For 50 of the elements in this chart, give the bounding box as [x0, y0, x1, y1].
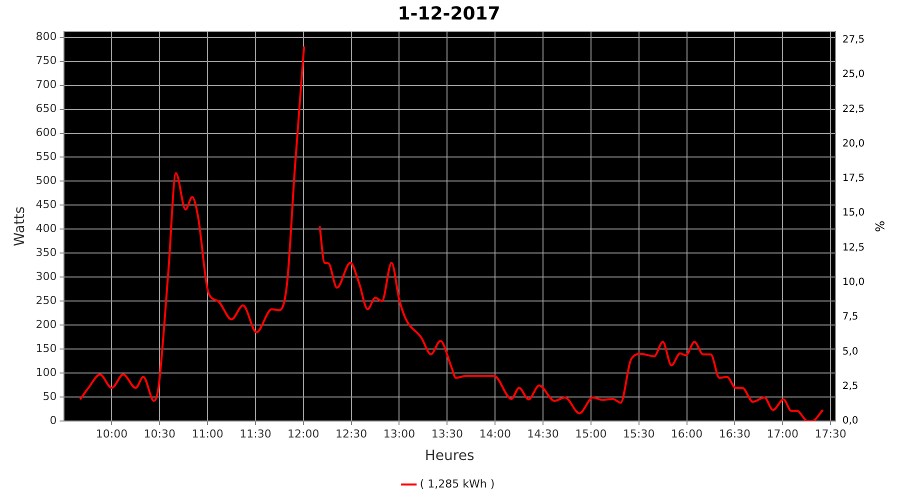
x-tick-label: 15:00: [575, 427, 607, 440]
y2-tick-label: 2,5: [842, 380, 858, 392]
x-tick-label: 14:00: [479, 427, 511, 440]
y-tick-label: 250: [36, 294, 57, 307]
y-tick-label: 350: [36, 246, 57, 260]
y2-axis-title: %: [872, 220, 887, 232]
y-tick-label: 800: [36, 30, 57, 44]
y-tick-label: 750: [36, 54, 57, 68]
y-tick-label: 100: [36, 366, 57, 379]
y2-tick-label: 22,5: [842, 104, 865, 115]
x-tick-label: 12:00: [288, 427, 320, 440]
x-tick-label: 17:30: [814, 427, 846, 440]
y-axis-title: Watts: [12, 206, 28, 246]
x-tick-label: 14:30: [527, 427, 559, 440]
x-tick-label: 16:00: [670, 427, 703, 440]
y-tick-label: 650: [36, 102, 57, 116]
y-tick-label: 500: [36, 174, 57, 188]
x-tick-label: 10:30: [144, 427, 176, 440]
chart-title: 1-12-2017: [398, 3, 500, 24]
y2-tick-label: 12,5: [842, 242, 865, 254]
x-tick-label: 11:00: [192, 427, 224, 440]
x-tick-label: 15:30: [623, 427, 655, 440]
y-tick-label: 700: [36, 78, 57, 92]
y2-tick-label: 27,5: [842, 34, 865, 46]
x-axis-title: Heures: [424, 448, 474, 464]
y-tick-label: 450: [36, 198, 57, 212]
y2-tick-label: 20,0: [842, 138, 865, 150]
x-tick-label: 13:00: [383, 427, 416, 440]
x-tick-label: 13:30: [431, 427, 464, 440]
y2-tick-label: 10,0: [842, 277, 865, 288]
legend-label: ( 1,285 kWh ): [420, 477, 495, 490]
y2-tick-label: 0,0: [842, 416, 858, 427]
y-tick-label: 600: [36, 126, 57, 140]
x-tick-label: 10:00: [96, 427, 128, 440]
x-tick-label: 17:00: [766, 427, 798, 440]
x-tick-label: 11:30: [240, 427, 272, 440]
x-tick-label: 12:30: [335, 427, 368, 440]
y2-tick-label: 15,0: [842, 208, 865, 219]
y-tick-label: 50: [42, 390, 57, 403]
y2-tick-label: 5,0: [842, 346, 858, 358]
y-tick-label: 550: [36, 150, 57, 164]
y-tick-label: 150: [36, 342, 57, 355]
y2-tick-label: 25,0: [842, 69, 865, 80]
y2-tick-label: 17,5: [842, 173, 865, 184]
y-tick-label: 300: [36, 270, 57, 283]
y-tick-label: 400: [36, 222, 57, 236]
y-tick-label: 200: [36, 318, 57, 331]
y-tick-label: 0: [50, 414, 57, 427]
x-tick-label: 16:30: [718, 427, 751, 440]
y2-tick-label: 7,5: [842, 312, 858, 323]
